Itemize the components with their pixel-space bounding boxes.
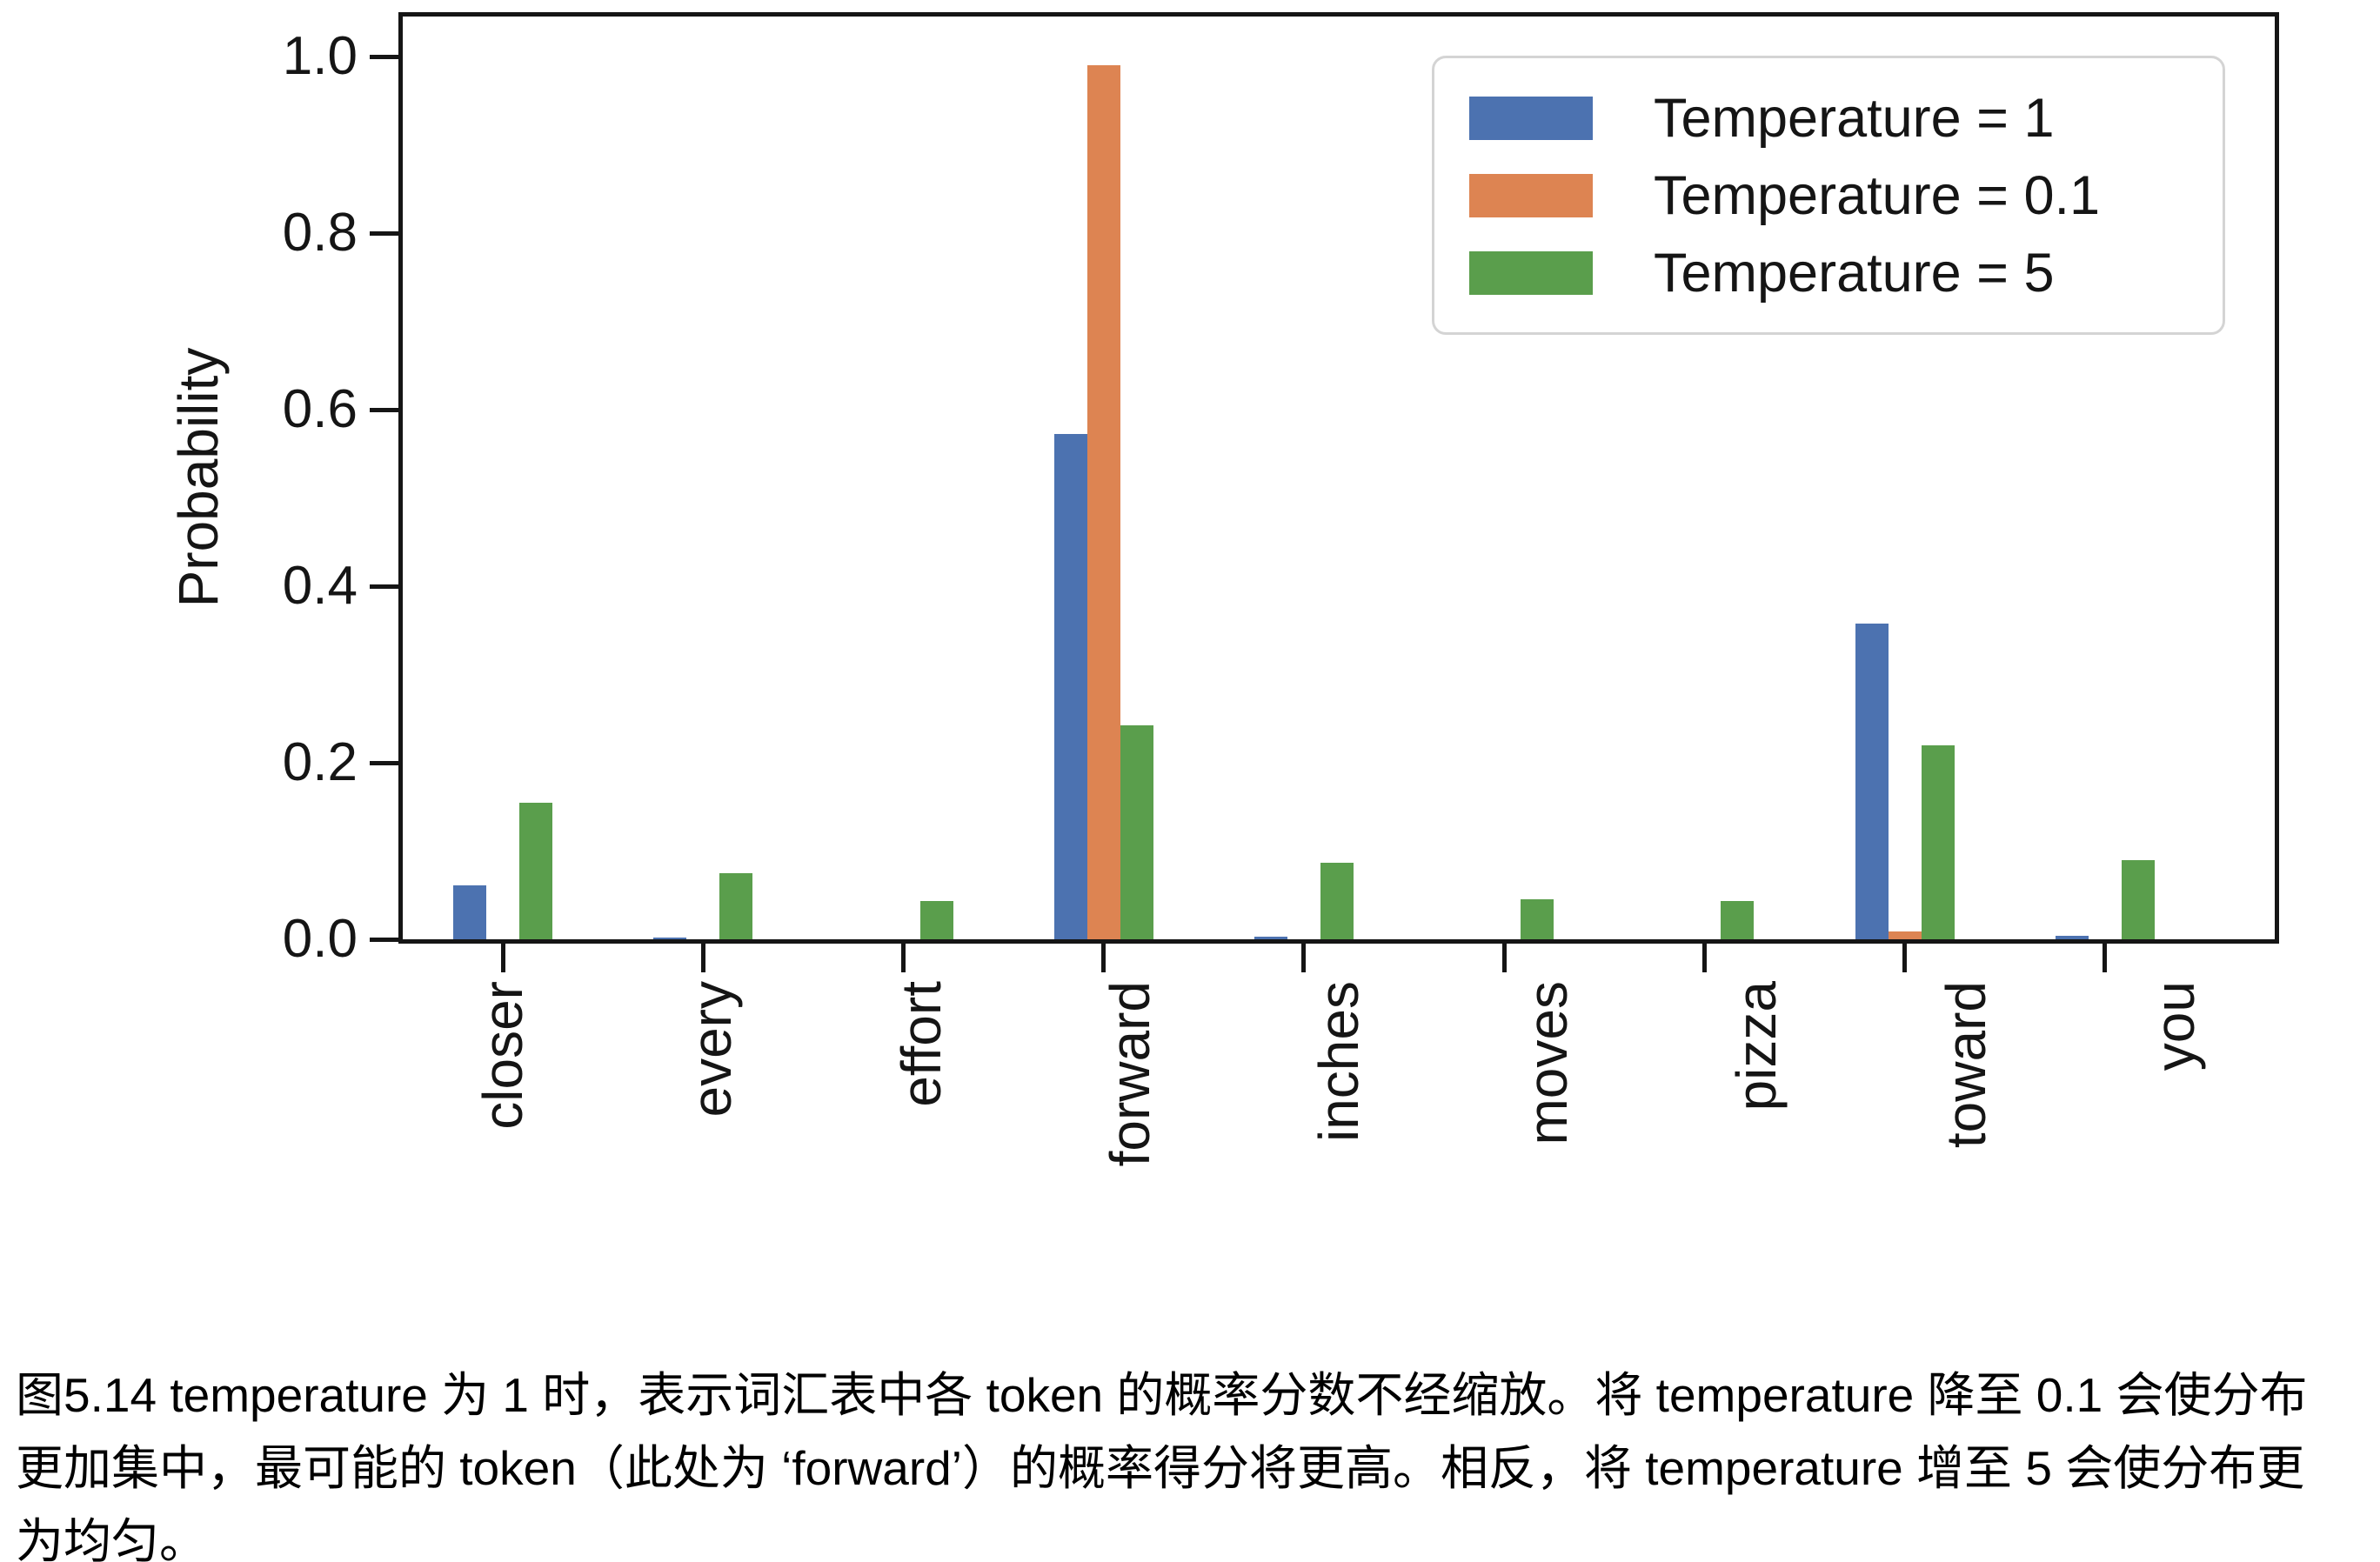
bar [2121,860,2155,939]
legend-label: Temperature = 1 [1654,87,2055,149]
y-tick-mark [370,231,398,236]
bar [653,938,687,939]
x-tick-label-pizza: pizza [1725,981,1788,1111]
legend-swatch [1469,173,1593,217]
legend-item: Temperature = 0.1 [1469,164,2188,227]
bar-group-you [2005,17,2205,939]
y-tick-label: 1.0 [282,26,358,86]
x-tick-label-you: you [2143,981,2206,1071]
x-tick-label-toward: toward [1934,981,1997,1149]
bar [919,901,953,939]
y-tick-label: 0.6 [282,379,358,439]
caption-line: 更加集中，最可能的 token（此处为 ‘forward’）的概率得分将更高。相… [16,1441,2305,1495]
bar [1855,624,1889,939]
figure-caption: 图5.14 temperature 为 1 时，表示词汇表中各 token 的概… [16,1358,2364,1562]
x-axis-ticks [403,944,2275,972]
bar [1086,65,1120,939]
bar-group-closer [403,17,603,939]
caption-line: 为均匀。 [16,1514,208,1562]
bar-group-pizza [1604,17,1804,939]
bar [519,803,553,939]
x-tick-label-forward: forward [1098,981,1161,1167]
legend-swatch [1469,250,1593,295]
y-tick-mark [370,761,398,765]
legend-swatch [1469,96,1593,140]
x-tick-label-every: every [680,981,744,1118]
x-tick-mark [1301,944,1307,972]
bars-layer [403,17,2275,939]
plot-area: 0.0 0.2 0.4 0.6 0.8 1.0 Temperature = 1 Temper… [283,12,2279,972]
x-tick-mark [1101,944,1106,972]
y-tick-label: 0.2 [282,732,358,792]
legend-item: Temperature = 1 [1469,87,2188,150]
bar [719,873,753,939]
legend-label: Temperature = 5 [1654,242,2055,304]
y-tick-mark [370,408,398,412]
x-tick-mark [2103,944,2108,972]
bar [1254,937,1287,939]
y-tick-label: 0.4 [282,556,358,616]
legend: Temperature = 1 Temperature = 0.1 Temperat… [1432,56,2225,335]
bar [1120,725,1153,939]
bar [1320,863,1354,939]
y-tick-mark [370,55,398,59]
legend-item: Temperature = 5 [1469,242,2188,304]
bar [1053,434,1087,939]
x-tick-label-effort: effort [889,981,953,1107]
y-tick-label: 0.0 [282,909,358,969]
x-tick-mark [500,944,505,972]
bar-group-inches [1204,17,1404,939]
x-tick-label-moves: moves [1516,981,1580,1145]
bar-group-toward [1805,17,2005,939]
y-tick-mark [370,938,398,942]
legend-label: Temperature = 0.1 [1654,164,2101,226]
x-tick-mark [700,944,705,972]
bar [2055,936,2089,939]
x-axis-labels: closer every effort forward inches moves pizza… [398,981,2349,1355]
bar [1921,745,1955,939]
x-tick-mark [1902,944,1908,972]
x-tick-mark [1501,944,1507,972]
x-tick-label-inches: inches [1307,981,1370,1142]
x-tick-label-closer: closer [471,981,535,1130]
x-tick-mark [1701,944,1707,972]
y-tick-mark [370,584,398,589]
bar-group-forward [1004,17,1204,939]
bar-group-every [603,17,803,939]
caption-line: 图5.14 temperature 为 1 时，表示词汇表中各 token 的概… [16,1368,2308,1422]
bar-group-effort [803,17,1003,939]
x-tick-mark [901,944,906,972]
bar [1721,901,1755,939]
bar-group-moves [1404,17,1604,939]
bar [1521,899,1554,939]
bar [453,885,487,939]
bar [1888,931,1922,939]
y-tick-label: 0.8 [282,203,358,263]
